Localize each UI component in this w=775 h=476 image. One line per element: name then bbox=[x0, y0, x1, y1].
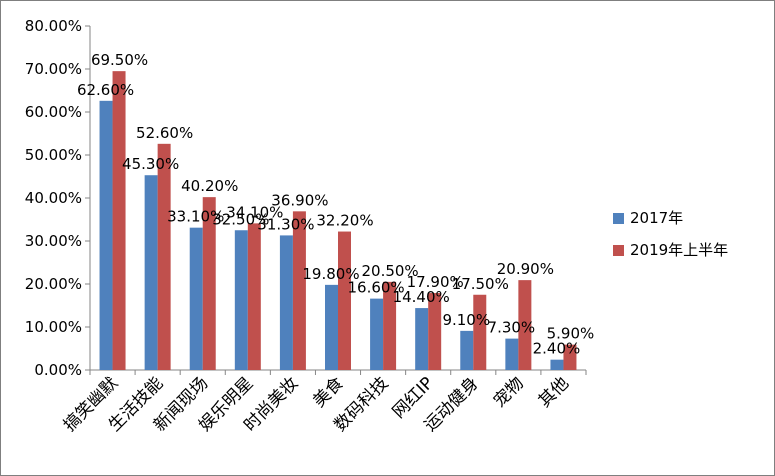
data-label: 2.40% bbox=[533, 340, 581, 358]
bar-2017 bbox=[370, 298, 384, 370]
y-tick-label: 40.00% bbox=[25, 189, 82, 207]
y-tick-label: 60.00% bbox=[25, 103, 82, 121]
bar-2019-h1 bbox=[338, 231, 351, 370]
bar-2019-h1 bbox=[383, 281, 397, 370]
data-label: 20.90% bbox=[497, 260, 554, 278]
legend: 2017年 2019年上半年 bbox=[613, 209, 728, 259]
data-label: 52.60% bbox=[136, 124, 193, 142]
legend-label: 2017年 bbox=[630, 209, 683, 227]
bar-2019-h1 bbox=[202, 197, 216, 370]
bar-2019-h1 bbox=[157, 143, 171, 370]
x-category-label: 美食 bbox=[309, 373, 347, 411]
data-label: 32.20% bbox=[316, 212, 373, 230]
data-label: 69.50% bbox=[91, 51, 148, 69]
data-label: 16.60% bbox=[347, 279, 404, 297]
data-label: 31.30% bbox=[257, 215, 314, 233]
data-label: 20.50% bbox=[361, 262, 418, 280]
y-tick-label: 50.00% bbox=[25, 146, 82, 164]
bar-2017 bbox=[415, 308, 429, 370]
data-label: 5.90% bbox=[547, 325, 595, 343]
y-tick-label: 0.00% bbox=[34, 361, 82, 379]
bar-2019-h1 bbox=[518, 280, 532, 370]
data-labels: 62.60% 45.30% 33.10%32.50%31.30% 19.80%16.6… bbox=[77, 51, 594, 358]
bar-2017 bbox=[279, 235, 293, 370]
x-category-label: 宠物 bbox=[490, 373, 528, 411]
y-axis: 0.00% 10.00% 20.00% 30.00% 40.00% 50.00% 60.00… bbox=[25, 17, 91, 379]
data-label: 7.30% bbox=[488, 319, 536, 337]
data-label: 62.60% bbox=[77, 81, 134, 99]
bar-2019-h1 bbox=[563, 344, 577, 370]
bar-2017 bbox=[234, 230, 248, 370]
bar-2019-h1 bbox=[247, 223, 261, 370]
bar-2017 bbox=[460, 330, 474, 370]
y-tick-label: 70.00% bbox=[25, 60, 82, 78]
legend-swatch bbox=[613, 213, 624, 224]
data-label: 14.40% bbox=[393, 288, 450, 306]
data-label: 45.30% bbox=[122, 155, 179, 173]
data-label: 32.50% bbox=[212, 210, 269, 228]
bar-2019-h1 bbox=[473, 294, 487, 370]
bar-2019-h1 bbox=[292, 211, 306, 370]
legend-label: 2019年上半年 bbox=[630, 241, 728, 259]
y-tick-label: 80.00% bbox=[25, 17, 82, 35]
bar-2017 bbox=[99, 100, 113, 370]
y-tick-label: 30.00% bbox=[25, 232, 82, 250]
bar-2017 bbox=[325, 284, 338, 370]
data-label: 34.10% bbox=[226, 203, 283, 221]
y-tick-label: 20.00% bbox=[25, 275, 82, 293]
bar-2019-h1 bbox=[428, 293, 442, 370]
y-tick-label: 10.00% bbox=[25, 318, 82, 336]
data-label: 17.50% bbox=[452, 275, 509, 293]
data-label: 9.10% bbox=[442, 311, 490, 329]
data-label: 17.90% bbox=[407, 273, 464, 291]
legend-swatch bbox=[613, 245, 624, 256]
x-category-label: 其他 bbox=[535, 373, 573, 411]
data-label: 40.20% bbox=[181, 177, 238, 195]
bar-2017 bbox=[144, 175, 158, 370]
data-label: 36.90% bbox=[271, 191, 328, 209]
bar-2017 bbox=[505, 338, 519, 370]
bar-2019-h1 bbox=[112, 71, 126, 371]
data-label: 19.80% bbox=[302, 265, 359, 283]
data-label: 33.10% bbox=[167, 208, 224, 226]
bars bbox=[99, 71, 577, 371]
bar-2017 bbox=[550, 359, 564, 370]
bar-2017 bbox=[189, 227, 203, 370]
